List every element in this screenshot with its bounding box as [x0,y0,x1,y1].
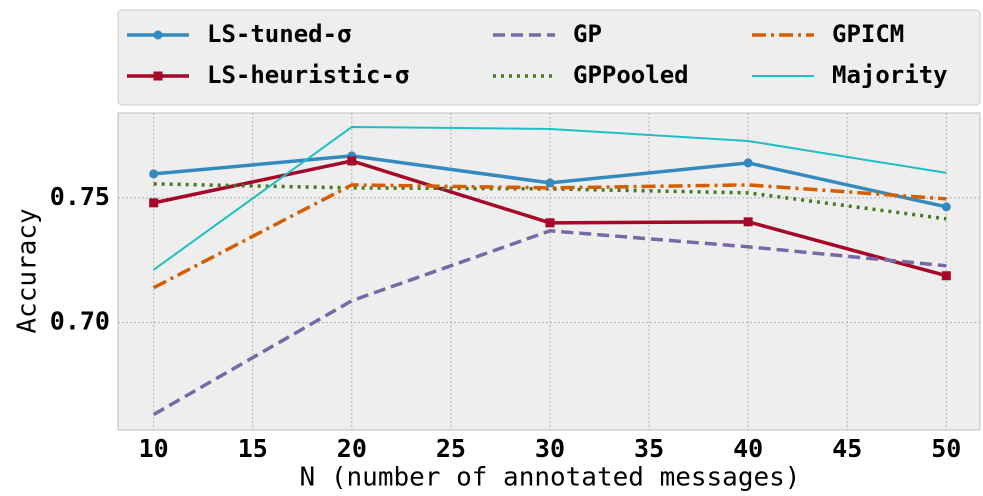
x-tick-label: 10 [139,434,169,463]
x-tick-label: 40 [733,434,763,463]
series-line [153,125,947,271]
y-tick-label: 0.70 [50,307,110,336]
y-tick-label: 0.75 [50,182,110,211]
series-line [152,183,947,290]
marker [941,271,951,281]
legend-label: LS-heuristic-σ [207,61,409,89]
series-line [152,229,947,417]
y-axis-label: Accuracy [13,208,43,333]
marker [149,169,159,179]
legend-label: GP [573,20,602,48]
marker [545,218,555,228]
marker [153,30,163,40]
x-tick-label: 35 [634,434,664,463]
plot-border [117,112,981,431]
x-axis-label: N (number of annotated messages) [300,463,801,493]
plot-area [118,113,980,430]
legend-label: GPPooled [573,61,689,89]
legend-label: Majority [832,61,948,89]
marker [941,202,951,212]
legend-label: GPICM [832,20,904,48]
x-tick-label: 30 [535,434,565,463]
marker [153,71,163,81]
x-tick-label: 50 [931,434,961,463]
x-tick-label: 25 [436,434,466,463]
legend-label: LS-tuned-σ [207,20,352,48]
marker [743,217,753,227]
marker [149,198,159,208]
marker [545,178,555,188]
marker [347,156,357,166]
x-tick-label: 45 [832,434,862,463]
marker [743,158,753,168]
x-tick-label: 20 [337,434,367,463]
x-tick-label: 15 [238,434,268,463]
